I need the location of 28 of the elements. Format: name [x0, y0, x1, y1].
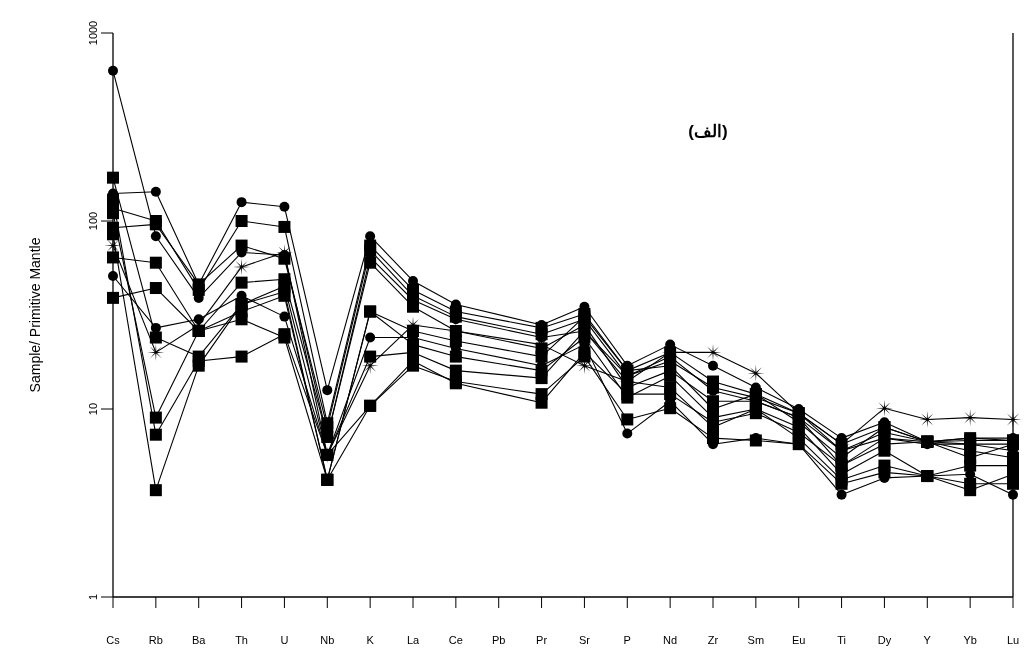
annotation: (الف) — [688, 122, 728, 141]
x-tick-label: K — [366, 634, 375, 646]
x-tick-label: Pb — [491, 634, 506, 646]
x-tick-label: P — [623, 634, 631, 646]
x-tick-label: Nb — [320, 634, 335, 646]
x-tick-label: Sr — [578, 634, 591, 646]
x-tick-label: Nd — [663, 634, 678, 646]
x-tick-label: Zr — [707, 634, 719, 646]
y-tick-label: 10 — [87, 402, 99, 416]
y-tick-label: 100 — [87, 211, 99, 231]
x-tick-label: Cs — [106, 634, 121, 646]
x-tick-label: Pr — [536, 634, 548, 646]
x-tick-label: Lu — [1006, 634, 1020, 646]
y-tick-label: 1000 — [87, 20, 99, 46]
x-tick-label: Ce — [448, 634, 463, 646]
x-tick-label: U — [280, 634, 289, 646]
x-tick-label: Ti — [837, 634, 846, 646]
x-tick-label: Dy — [877, 634, 892, 646]
x-tick-label: La — [406, 634, 420, 646]
x-tick-label: Sm — [747, 634, 765, 646]
x-tick-label: Th — [235, 634, 248, 646]
x-tick-label: Yb — [963, 634, 977, 646]
x-tick-label: Rb — [148, 634, 163, 646]
y-axis-title: Sample/ Primitive Mantle — [27, 237, 43, 393]
x-tick-label: Y — [923, 634, 932, 646]
y-tick-label: 1 — [87, 593, 99, 601]
x-tick-label: Eu — [791, 634, 806, 646]
x-tick-label: Ba — [191, 634, 207, 646]
